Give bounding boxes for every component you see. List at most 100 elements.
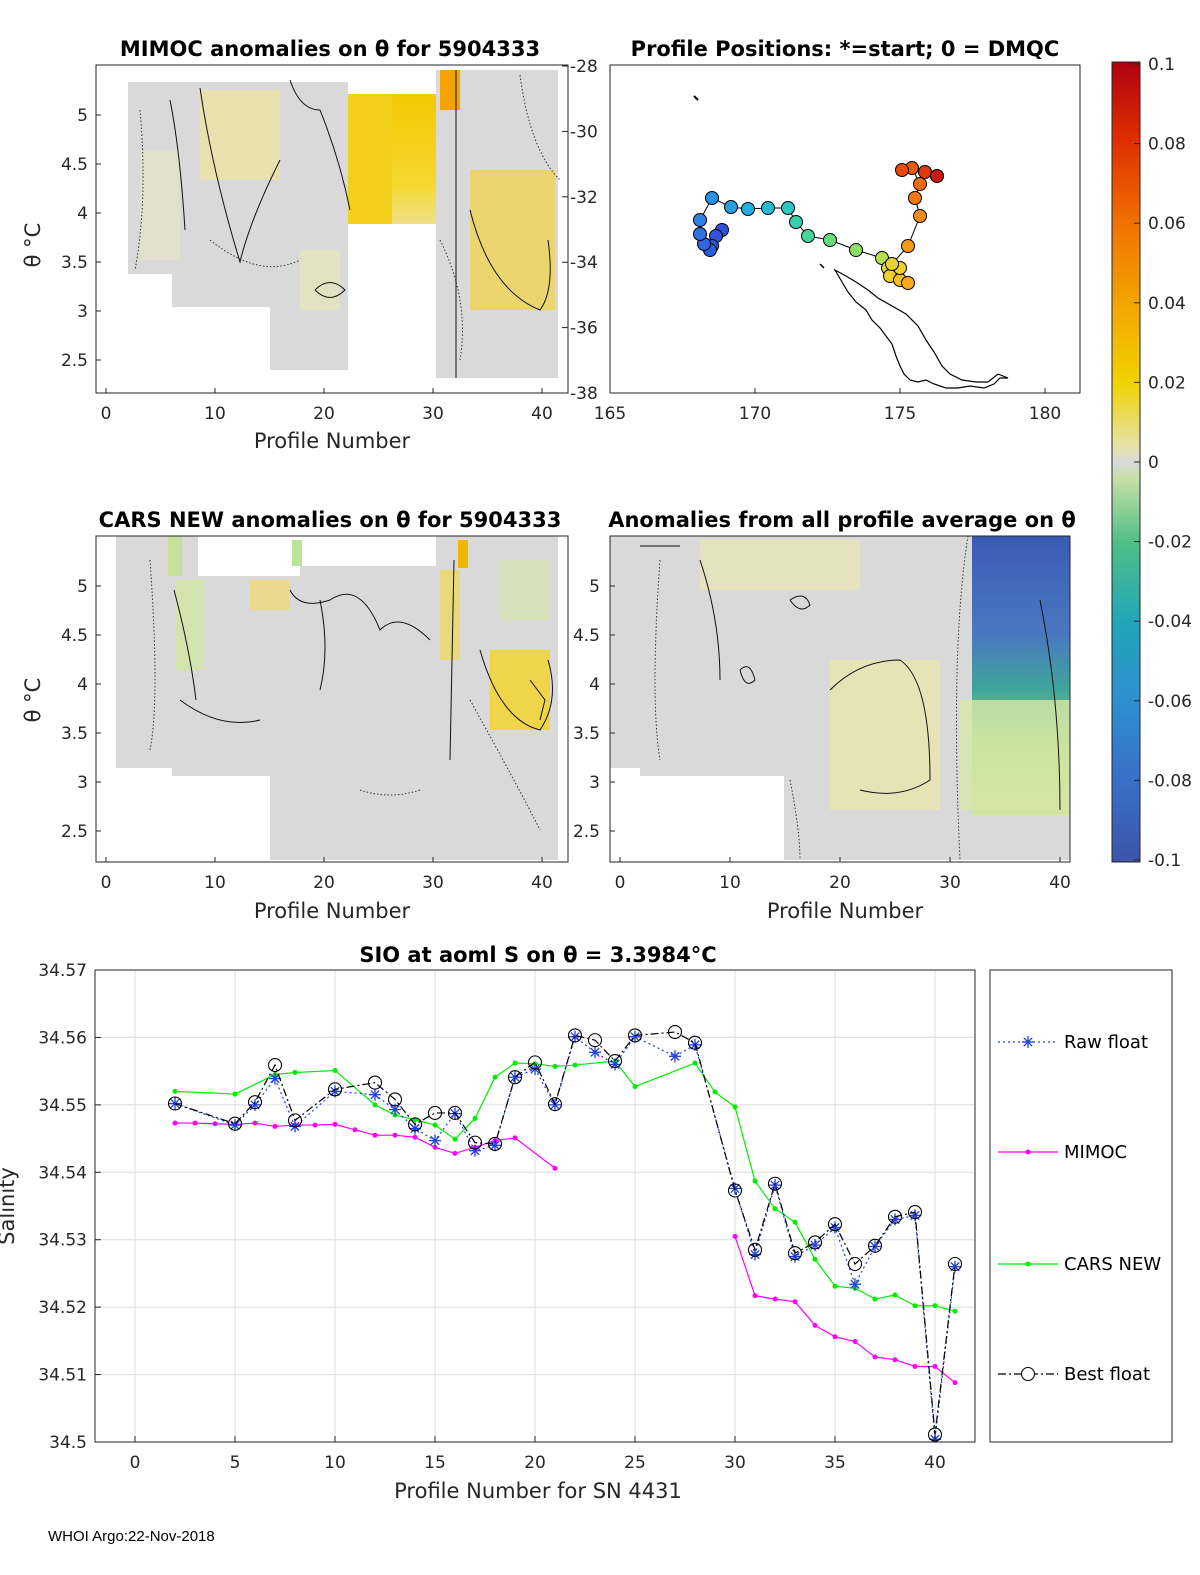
best-float-point (487, 1136, 503, 1152)
y-tick-label: 4 (77, 675, 88, 695)
best-float-point (887, 1209, 903, 1224)
profile-position-marker (705, 191, 719, 205)
salinity-chart: SIO at aoml S on θ = 3.3984°C 0 5 10 15 20 25… (0, 943, 1173, 1503)
legend-label: MIMOC (1064, 1142, 1127, 1163)
series-point (512, 1135, 518, 1141)
x-tick-label: 20 (829, 873, 851, 893)
best-float-point (907, 1205, 923, 1220)
series-point (772, 1296, 778, 1302)
series-point (912, 1303, 918, 1309)
x-tick-label: 40 (531, 873, 553, 893)
best-float-point (607, 1053, 623, 1069)
profile-position-marker (789, 215, 803, 229)
x-tick-label: 30 (422, 404, 444, 424)
colorbar-tick-label: -0.08 (1148, 771, 1192, 791)
x-tick-label: 30 (724, 1453, 746, 1473)
cars-y-ticks: 2.5 3 3.5 4 4.5 5 (61, 577, 101, 842)
series-point (692, 1060, 698, 1066)
x-tick-label: 15 (424, 1453, 446, 1473)
x-tick-label: 40 (1049, 873, 1071, 893)
best-float-point (427, 1105, 443, 1120)
mimoc-anomaly-panel: MIMOC anomalies on θ for 5904333 (21, 37, 569, 453)
best-float-point (527, 1055, 543, 1070)
series-point (632, 1084, 638, 1090)
colorbar-tick-label: 0.04 (1148, 294, 1186, 314)
raw-float-point (849, 1278, 861, 1291)
best-float-point (847, 1256, 863, 1272)
y-tick-label: 34.55 (38, 1096, 87, 1116)
series-point (252, 1120, 258, 1126)
profile-position-marker (885, 257, 899, 271)
y-tick-label: 4 (77, 204, 88, 224)
raw-float-point (1022, 1036, 1034, 1048)
colorbar-ticks: 0.1 0.08 0.06 0.04 0.02 0 -0.02 -0.04 -0.06 -0.08… (1134, 55, 1192, 871)
mimoc-x-axis-label: Profile Number (254, 429, 411, 453)
raw-float-point (589, 1046, 601, 1059)
raw-float-point (469, 1144, 481, 1157)
x-tick-label: 0 (101, 873, 112, 893)
y-tick-label: 5 (589, 577, 600, 597)
legend-label: Best float (1064, 1364, 1150, 1385)
mimoc-y-axis-label: θ °C (21, 223, 45, 268)
profile-position-marker (901, 239, 915, 253)
series-point (892, 1357, 898, 1363)
x-tick-label: 0 (615, 873, 626, 893)
mimoc-y-ticks: 2.5 3 3.5 4 4.5 5 (61, 106, 101, 371)
best-float-point (947, 1256, 963, 1272)
cars-x-ticks: 0 10 20 30 40 (101, 857, 553, 893)
x-tick-label: 0 (101, 404, 112, 424)
salinity-legend: Raw float MIMOC CARS NEW Best float (989, 969, 1173, 1443)
best-float-point (267, 1058, 283, 1073)
best-float-point (567, 1028, 583, 1043)
series-cars-new (172, 1058, 958, 1314)
series-point (752, 1293, 758, 1299)
legend-item-raw-float: Raw float (998, 1032, 1148, 1053)
y-tick-label: 5 (77, 106, 88, 126)
x-tick-label: 40 (924, 1453, 946, 1473)
salinity-y-axis-label: Salinity (0, 1167, 19, 1245)
best-float-point (807, 1235, 823, 1250)
y-tick-label: 3 (77, 302, 88, 322)
x-tick-label: 20 (524, 1453, 546, 1473)
x-tick-label: 175 (884, 404, 916, 424)
y-tick-label: 4.5 (61, 155, 88, 175)
best-float-point (627, 1028, 643, 1043)
colorbar-tick-label: 0.06 (1148, 214, 1186, 234)
series-point (332, 1121, 338, 1127)
raw-float-point (389, 1103, 401, 1116)
series-point (732, 1104, 738, 1110)
coastline (693, 95, 1009, 389)
series-point (812, 1256, 818, 1262)
series-point (412, 1134, 418, 1140)
x-tick-label: 30 (422, 873, 444, 893)
x-tick-label: 30 (939, 873, 961, 893)
x-tick-label: 10 (719, 873, 741, 893)
profile-position-marker (930, 169, 944, 183)
colorbar-tick-label: 0 (1148, 453, 1159, 473)
x-tick-label: 35 (824, 1453, 846, 1473)
y-tick-label: 34.56 (38, 1028, 87, 1048)
raw-float-point (489, 1139, 501, 1152)
series-point (872, 1354, 878, 1360)
x-tick-label: 10 (204, 404, 226, 424)
best-float-point (687, 1035, 703, 1050)
x-tick-label: 20 (313, 404, 335, 424)
profile-position-marker (913, 209, 927, 223)
colorbar-tick-label: -0.04 (1148, 612, 1192, 632)
series-point (172, 1088, 178, 1094)
x-tick-label: 40 (531, 404, 553, 424)
salinity-y-ticks: 34.5 34.51 34.52 34.53 34.54 34.55 34.56 34.57 (38, 961, 101, 1453)
raw-float-point (569, 1030, 581, 1043)
cars-anomaly-panel: CARS NEW anomalies on θ for 5904333 (21, 508, 569, 923)
legend-item-mimoc: MIMOC (998, 1142, 1127, 1163)
series-point (512, 1060, 518, 1066)
salinity-x-axis-label: Profile Number for SN 4431 (394, 1479, 682, 1503)
profile-positions-panel: Profile Positions: *=start; 0 = DMQC 165… (562, 37, 1081, 424)
raw-float-point (769, 1179, 781, 1192)
series-point (792, 1299, 798, 1305)
series-point (272, 1123, 278, 1129)
colorbar-tick-label: -0.02 (1148, 533, 1192, 553)
series-point (932, 1303, 938, 1309)
y-tick-label: 5 (77, 577, 88, 597)
